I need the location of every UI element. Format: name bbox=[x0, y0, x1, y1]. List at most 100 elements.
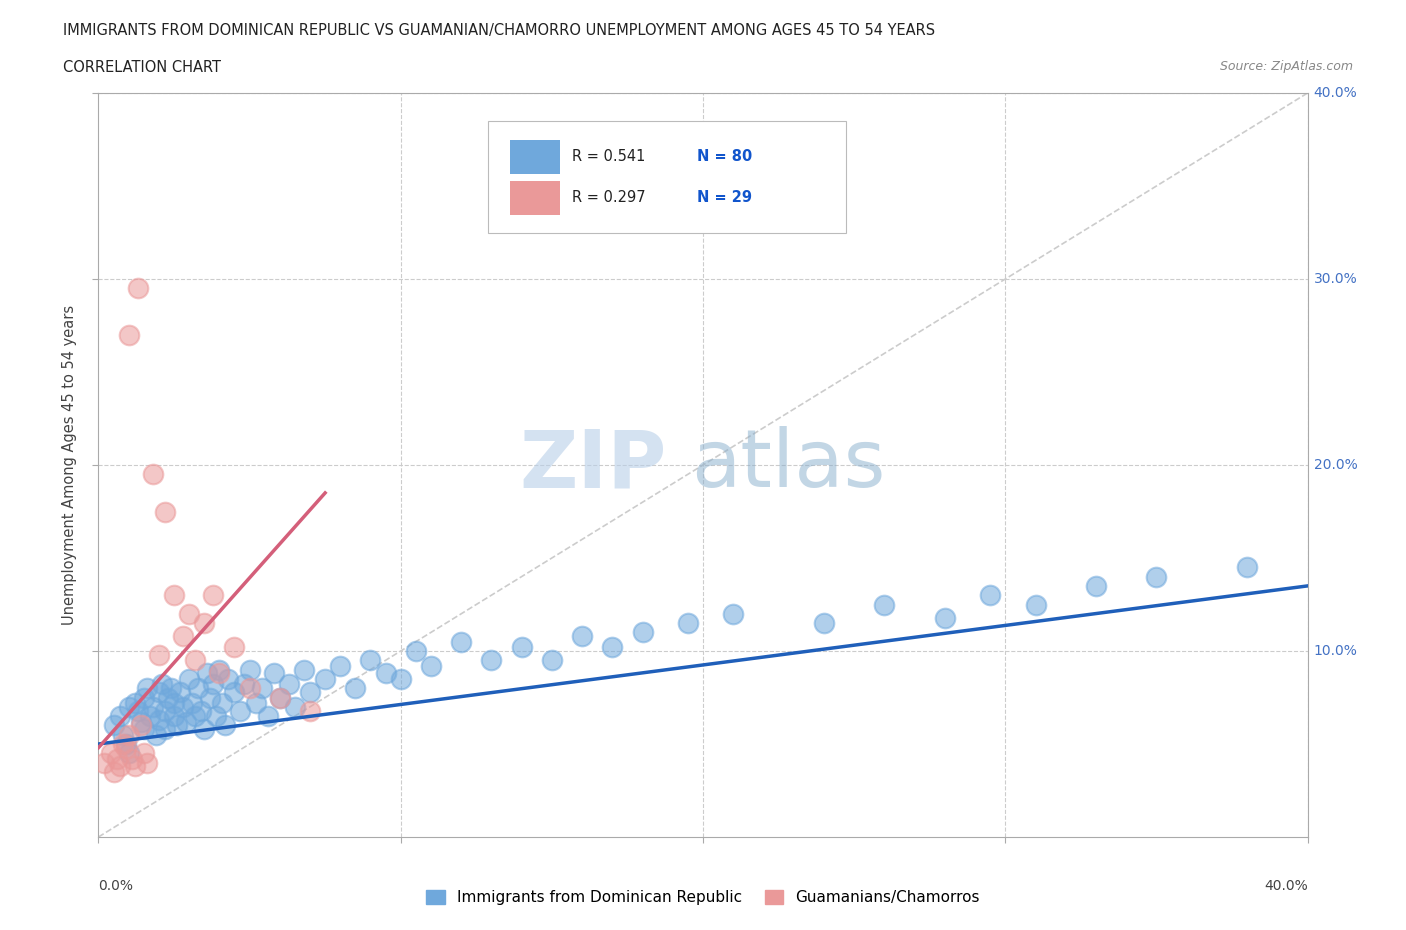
Point bbox=[1236, 560, 1258, 575]
Point bbox=[118, 746, 141, 761]
Point bbox=[202, 677, 225, 692]
Text: IMMIGRANTS FROM DOMINICAN REPUBLIC VS GUAMANIAN/CHAMORRO UNEMPLOYMENT AMONG AGES: IMMIGRANTS FROM DOMINICAN REPUBLIC VS GU… bbox=[63, 23, 935, 38]
Point bbox=[208, 666, 231, 681]
Text: 40.0%: 40.0% bbox=[1264, 879, 1308, 893]
Point bbox=[269, 690, 291, 705]
Text: ZIP: ZIP bbox=[519, 426, 666, 504]
Point bbox=[153, 504, 176, 519]
Point bbox=[284, 699, 307, 714]
Text: 20.0%: 20.0% bbox=[1313, 458, 1357, 472]
Point bbox=[239, 662, 262, 677]
Point bbox=[1085, 578, 1108, 593]
Point bbox=[177, 671, 201, 686]
Point bbox=[153, 722, 176, 737]
Point bbox=[172, 699, 194, 714]
Point bbox=[631, 625, 654, 640]
Point bbox=[277, 677, 299, 692]
Point bbox=[111, 727, 134, 742]
Point bbox=[108, 759, 131, 774]
Point bbox=[148, 684, 170, 699]
Point bbox=[174, 714, 197, 729]
Point bbox=[93, 755, 115, 770]
Point bbox=[813, 616, 835, 631]
Point bbox=[195, 666, 218, 681]
Point bbox=[111, 737, 134, 751]
Point bbox=[114, 740, 136, 755]
Point bbox=[224, 684, 246, 699]
Point bbox=[132, 690, 155, 705]
Point bbox=[135, 755, 157, 770]
Point bbox=[256, 709, 278, 724]
Point bbox=[145, 727, 167, 742]
Point bbox=[450, 634, 472, 649]
Point bbox=[129, 714, 152, 729]
Point bbox=[314, 671, 336, 686]
Point bbox=[389, 671, 412, 686]
Point bbox=[979, 588, 1001, 603]
Point bbox=[129, 718, 152, 733]
Point bbox=[510, 640, 533, 655]
Point bbox=[193, 722, 215, 737]
Point bbox=[139, 709, 162, 724]
Text: N = 29: N = 29 bbox=[697, 190, 752, 205]
Text: N = 80: N = 80 bbox=[697, 149, 752, 164]
Point bbox=[108, 709, 131, 724]
Point bbox=[205, 709, 228, 724]
Point bbox=[187, 681, 209, 696]
Text: CORRELATION CHART: CORRELATION CHART bbox=[63, 60, 221, 75]
Point bbox=[299, 703, 322, 718]
Point bbox=[292, 662, 315, 677]
Point bbox=[190, 703, 212, 718]
Point bbox=[169, 684, 191, 699]
Point bbox=[132, 746, 155, 761]
Point bbox=[135, 681, 157, 696]
Point bbox=[150, 677, 173, 692]
Point bbox=[211, 696, 233, 711]
Point bbox=[156, 690, 179, 705]
Point bbox=[184, 709, 207, 724]
Point bbox=[405, 644, 427, 658]
Point bbox=[299, 684, 322, 699]
Text: atlas: atlas bbox=[690, 426, 886, 504]
Point bbox=[1024, 597, 1046, 612]
Point bbox=[103, 764, 125, 779]
FancyBboxPatch shape bbox=[488, 121, 845, 232]
Text: 30.0%: 30.0% bbox=[1313, 272, 1357, 286]
Point bbox=[121, 751, 143, 766]
Y-axis label: Unemployment Among Ages 45 to 54 years: Unemployment Among Ages 45 to 54 years bbox=[62, 305, 77, 625]
Point bbox=[229, 703, 252, 718]
Point bbox=[148, 712, 170, 727]
Text: R = 0.297: R = 0.297 bbox=[572, 190, 645, 205]
Point bbox=[245, 696, 267, 711]
Point bbox=[224, 640, 246, 655]
Point bbox=[193, 616, 215, 631]
Text: R = 0.541: R = 0.541 bbox=[572, 149, 645, 164]
Point bbox=[721, 606, 744, 621]
Point bbox=[127, 703, 149, 718]
Point bbox=[124, 759, 146, 774]
Point bbox=[118, 727, 141, 742]
Point bbox=[1144, 569, 1167, 584]
Point bbox=[540, 653, 562, 668]
Point bbox=[127, 281, 149, 296]
Point bbox=[214, 718, 236, 733]
Point bbox=[184, 653, 207, 668]
Point bbox=[103, 718, 125, 733]
Point bbox=[118, 699, 141, 714]
Point bbox=[100, 746, 122, 761]
Point bbox=[200, 690, 222, 705]
Point bbox=[571, 629, 593, 644]
Point bbox=[208, 662, 231, 677]
Point bbox=[360, 653, 382, 668]
Point bbox=[239, 681, 262, 696]
Text: 40.0%: 40.0% bbox=[1313, 86, 1357, 100]
Point bbox=[163, 696, 186, 711]
Point bbox=[153, 703, 176, 718]
Point bbox=[124, 696, 146, 711]
Point bbox=[263, 666, 285, 681]
Point bbox=[181, 696, 204, 711]
Point bbox=[172, 629, 194, 644]
Point bbox=[873, 597, 896, 612]
Point bbox=[163, 709, 186, 724]
Point bbox=[105, 751, 128, 766]
